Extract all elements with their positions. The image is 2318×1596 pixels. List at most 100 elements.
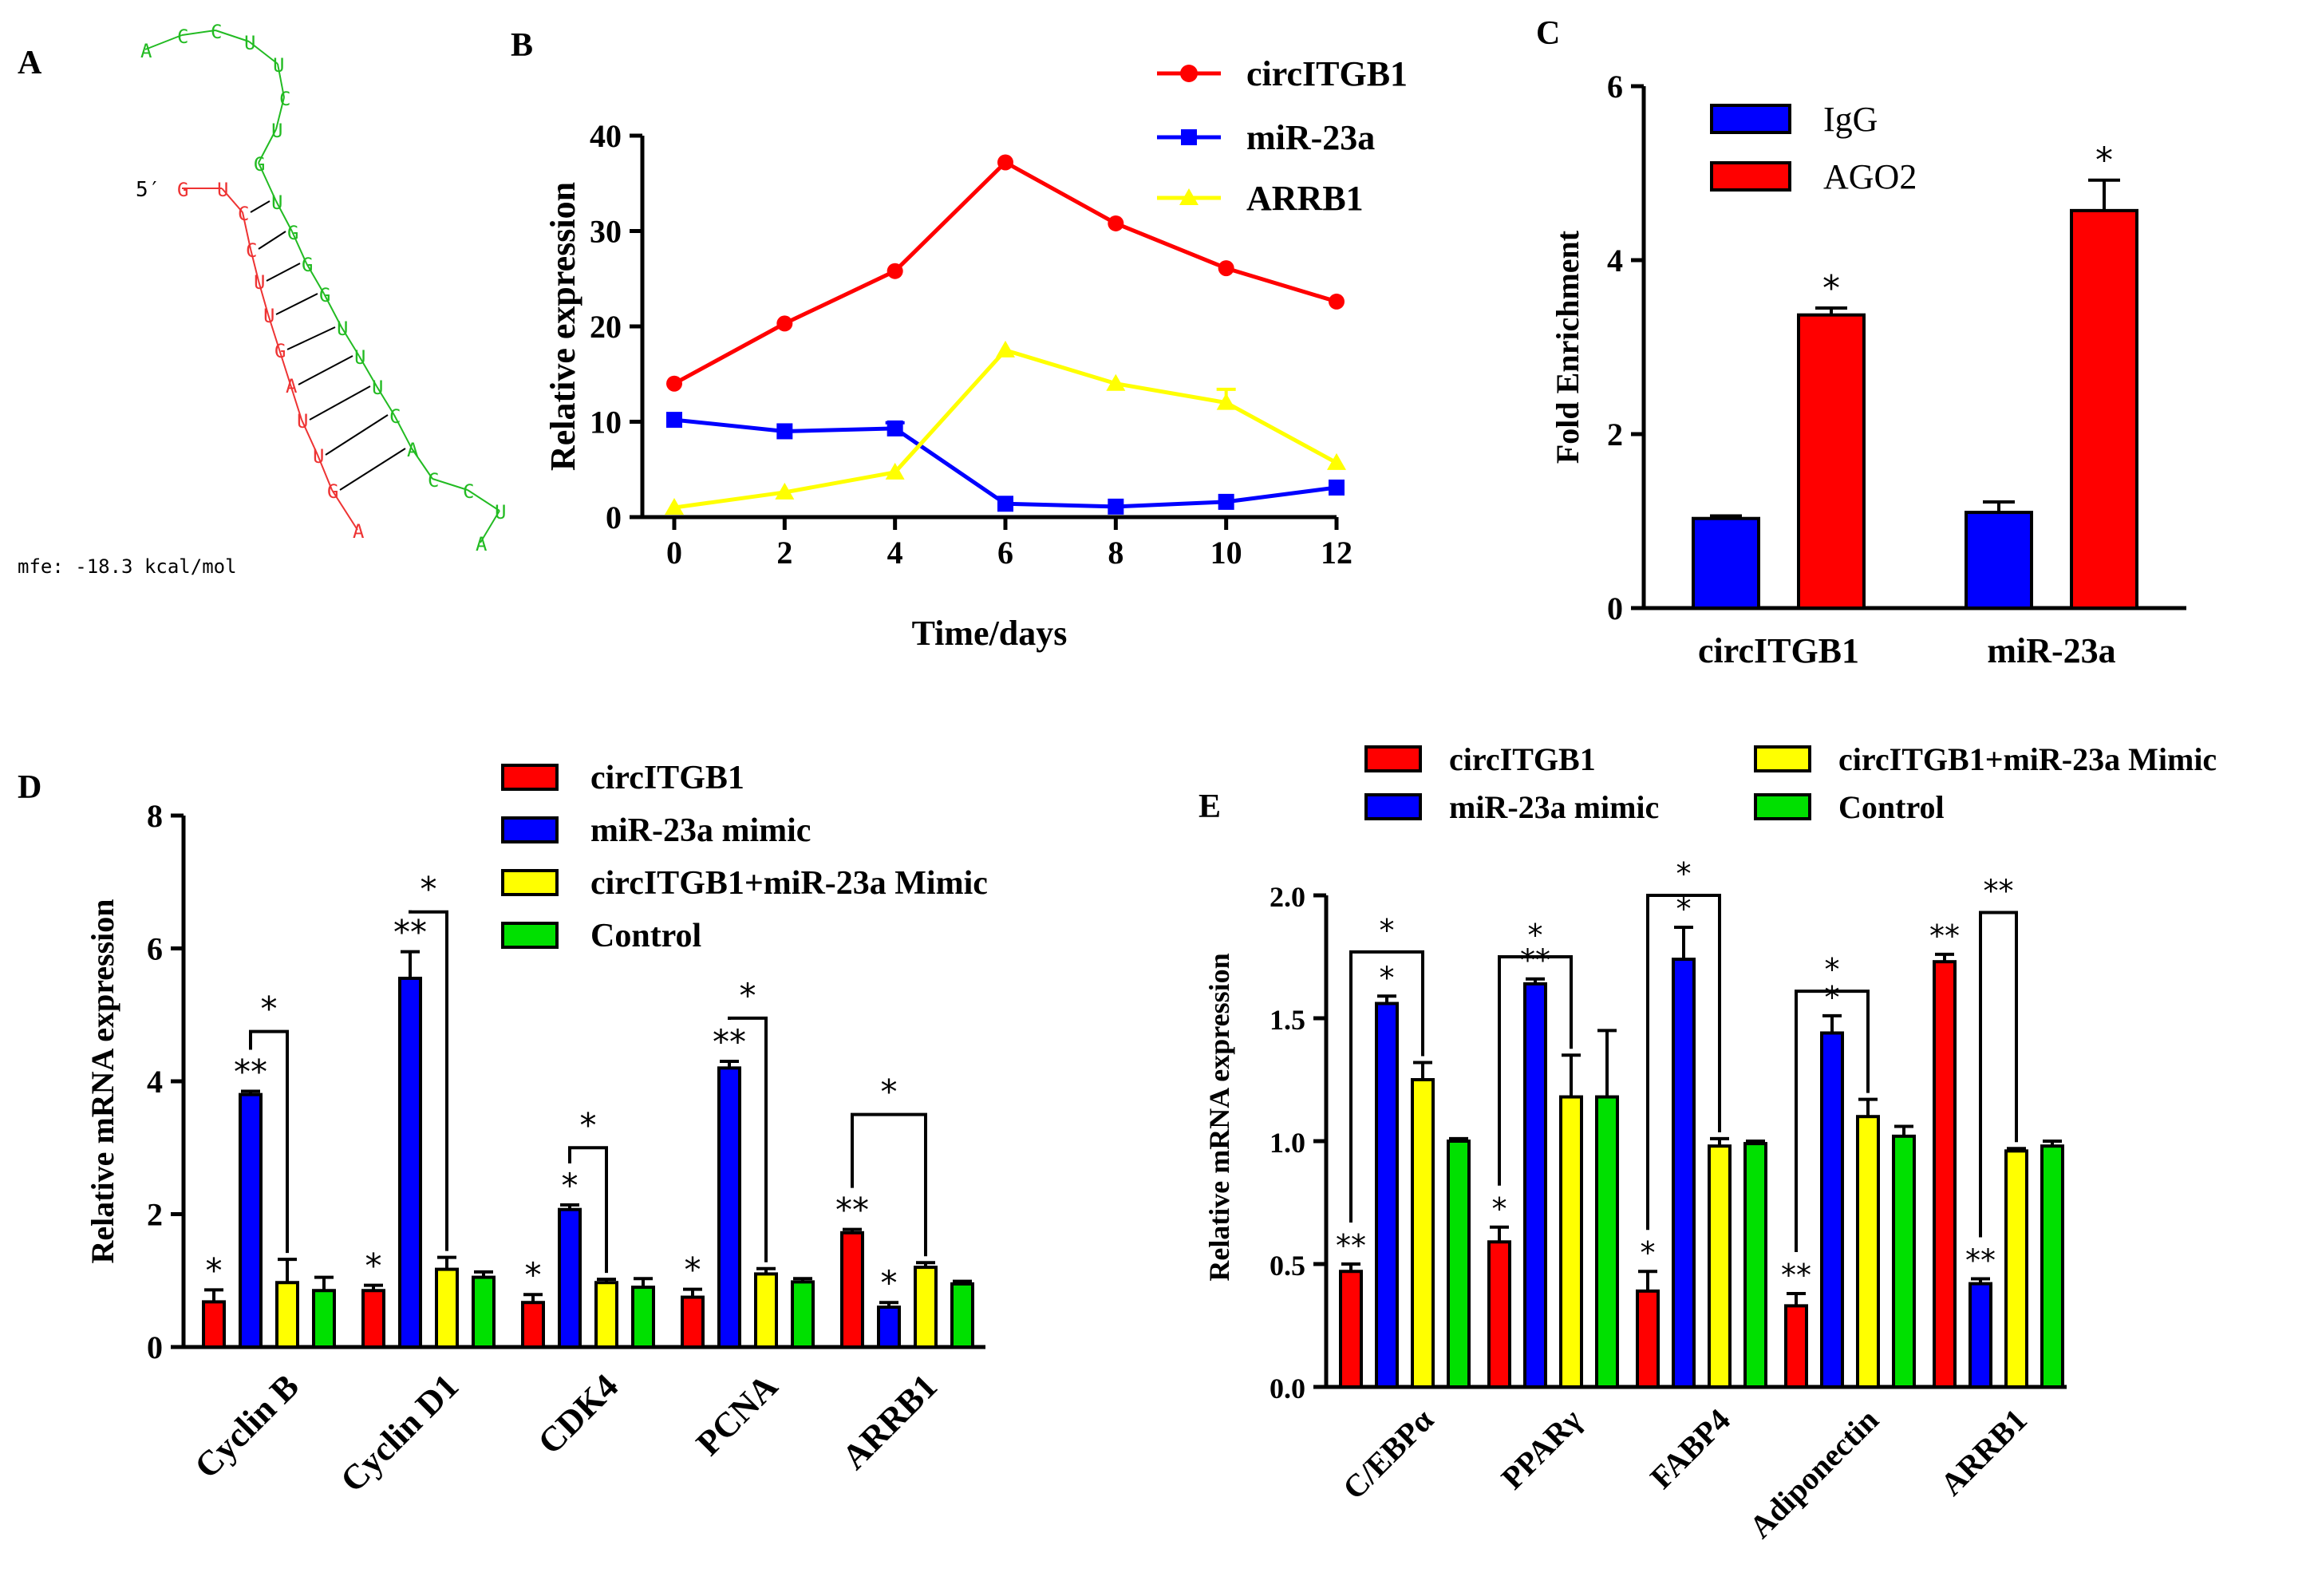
bar [1965,511,2033,610]
significance-star: ** [835,1191,869,1230]
panel-label-b: B [511,27,533,64]
error-bar [1971,1277,1990,1284]
y-tick-label: 0 [606,500,622,535]
red-nucleotide: C [246,239,257,262]
bar [1820,1031,1844,1389]
error-bar [756,1266,776,1274]
data-point [665,498,684,516]
bar [1595,1095,1619,1389]
bar [877,1306,901,1349]
x-tick-label: CDK4 [531,1366,626,1461]
green-nucleotide: U [244,32,255,54]
base-pair-bond [309,385,371,421]
legend-label: ARRB1 [1246,179,1364,218]
red-strand-link [317,454,333,491]
legend: IgG AGO2 [1710,100,1917,196]
green-strand-link [480,510,500,543]
bracket-star: ** [1984,874,2014,909]
x-tick-label: circITGB1 [1698,631,1859,670]
error-bar [474,1270,493,1278]
error-bar [1935,952,1954,962]
x-tick-label: FABP4 [1643,1402,1737,1496]
legend-item: ARRB1 [1157,179,1364,218]
green-strand-link [393,414,413,449]
bracket-star: * [421,870,437,909]
bracket-line [1795,990,1870,1252]
error-bar [1674,926,1693,960]
bar-group [202,1089,336,1349]
y-tick-label: 4 [1607,243,1623,279]
y-axis-label: Relative expression [543,182,582,471]
bar [2004,1149,2028,1389]
error-bar [1815,306,1847,315]
legend-swatch [1754,793,1811,820]
green-nucleotide: U [495,501,506,523]
legend-label: circITGB1+miR-23a Mimic [1838,741,2217,777]
green-strand-link [258,162,277,202]
significance-star: * [1641,1235,1656,1270]
red-nucleotide: U [217,179,228,201]
data-point [885,462,905,480]
base-pair-bond [258,231,286,250]
bar [1743,1142,1767,1389]
red-strand-link [242,211,251,250]
bracket-star: * [1825,952,1840,987]
significance-bracket: * [851,1073,927,1257]
error-bar [1341,1262,1360,1272]
base-pair-bond [275,293,318,315]
error-bar [720,1060,739,1069]
error-bar [1597,1029,1617,1097]
y-tick-label: 30 [590,214,622,250]
green-nucleotide: G [254,153,265,176]
bar [521,1301,545,1349]
green-strand-link [432,478,468,491]
error-bar [1413,1061,1432,1080]
error-bar [2043,1140,2062,1147]
bar-group [1933,952,2064,1389]
x-tick-label: ARRB1 [1933,1402,2034,1503]
data-point [1216,393,1236,410]
x-tick-label: 2 [776,535,792,571]
bar [681,1295,705,1349]
bar-group [1965,178,2138,610]
green-nucleotide: G [302,254,313,276]
mfe-label: mfe: -18.3 kcal/mol [18,555,237,578]
error-bar [1787,1291,1806,1306]
error-bar [204,1288,223,1302]
x-tick-label: Adiponectin [1742,1402,1886,1546]
y-tick-label: 0.5 [1270,1250,1305,1282]
x-tick-label: PCNA [689,1366,785,1463]
green-nucleotide: A [476,533,488,555]
bar [239,1092,263,1349]
bar [594,1281,618,1349]
bracket-star: * [1676,856,1692,891]
significance-bracket: * [568,1105,608,1274]
x-tick-label: ARRB1 [835,1366,945,1476]
bar [754,1272,778,1349]
legend-label: circITGB1 [1449,741,1596,777]
error-bar [634,1277,653,1288]
base-pair-bond [298,355,353,385]
data-point [776,315,793,332]
error-bar [1710,1136,1729,1147]
error-bar [953,1279,972,1284]
bracket-line [1646,894,1721,1231]
y-tick-label: 4 [147,1064,163,1100]
y-tick-label: 0 [147,1329,163,1365]
bar [1447,1140,1471,1389]
bar [2070,208,2138,610]
significance-bracket: * [1349,913,1424,1223]
x-tick-label: Cyclin D1 [333,1366,466,1499]
legend: circITGB1 miR-23a mimic circITGB1+miR-23a … [501,760,988,954]
legend-label: miR-23a mimic [590,812,811,849]
line-chart-panel: 0 10 20 30 40 0 2 4 6 8 10 12 Time/days Relative expr… [543,54,1408,653]
legend-swatch [1754,745,1811,772]
legend: circITGB1 miR-23a mimic circITGB1+miR-23a … [1364,741,2217,825]
error-bar [560,1203,579,1210]
green-strand-link [467,489,500,512]
bar-group [1692,306,1866,610]
error-bar [1526,977,1545,984]
bracket-star: * [1380,913,1395,948]
significance-bracket: * [409,870,448,1251]
